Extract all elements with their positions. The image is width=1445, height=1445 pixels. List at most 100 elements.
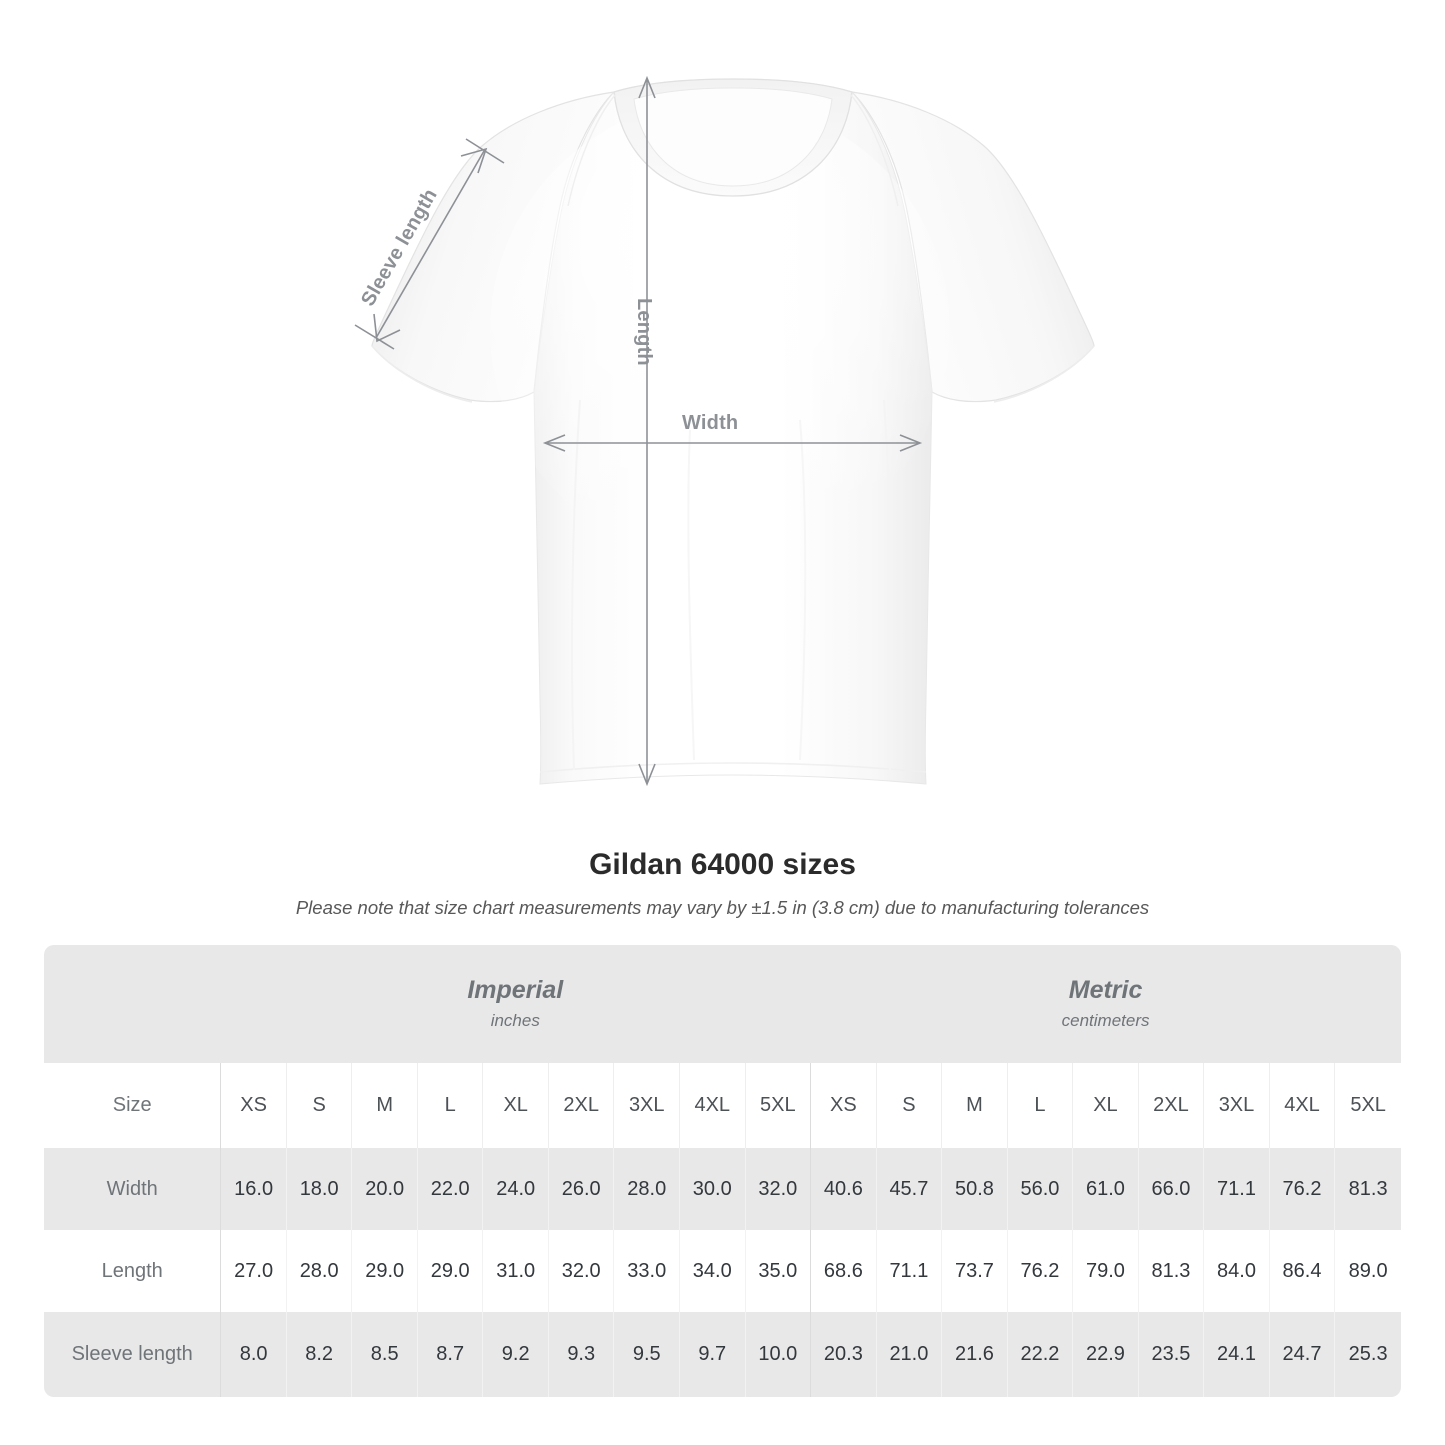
- tshirt-shape: [371, 78, 1095, 785]
- cell-width-metric-3xl: 71.1: [1203, 1148, 1269, 1230]
- cell-length-metric-xl: 79.0: [1072, 1230, 1138, 1312]
- cell-width-imperial-2xl: 26.0: [547, 1148, 614, 1230]
- cell-sleeve-metric-xs: 20.3: [810, 1312, 876, 1397]
- cell-length-metric-m: 73.7: [941, 1230, 1007, 1312]
- unit-system-unit: centimeters: [1061, 1010, 1150, 1030]
- tshirt-diagram: Width Length Sleeve length: [354, 75, 1095, 787]
- cell-sleeve-imperial-xl: 9.2: [482, 1312, 548, 1397]
- unit-system-row: Imperial inches Metric centimeters: [44, 945, 1401, 1063]
- cell-sleeve-metric-s: 21.0: [875, 1312, 942, 1397]
- size-col-imperial-m: M: [351, 1063, 417, 1148]
- cell-length-imperial-xs: 27.0: [220, 1230, 286, 1312]
- cell-sleeve-imperial-xs: 8.0: [220, 1312, 286, 1397]
- width-arrow: [542, 434, 923, 452]
- size-col-metric-xs: XS: [810, 1063, 876, 1148]
- size-col-metric-4xl: 4XL: [1268, 1063, 1335, 1148]
- cell-sleeve-imperial-l: 8.7: [416, 1312, 483, 1397]
- table-row-length: Length 27.0 28.0 29.0 29.0 31.0 32.0 33.…: [44, 1230, 1401, 1312]
- cell-width-metric-xs: 40.6: [810, 1148, 876, 1230]
- cell-width-imperial-xs: 16.0: [220, 1148, 286, 1230]
- cell-length-imperial-2xl: 32.0: [547, 1230, 614, 1312]
- cell-width-metric-xl: 61.0: [1072, 1148, 1138, 1230]
- size-col-metric-3xl: 3XL: [1203, 1063, 1269, 1148]
- size-col-imperial-5xl: 5XL: [744, 1063, 811, 1148]
- cell-width-imperial-xl: 24.0: [482, 1148, 548, 1230]
- cell-sleeve-metric-5xl: 25.3: [1334, 1312, 1401, 1397]
- cell-sleeve-metric-3xl: 24.1: [1203, 1312, 1269, 1397]
- size-col-metric-2xl: 2XL: [1137, 1063, 1204, 1148]
- size-header-label: Size: [44, 1063, 221, 1148]
- measurement-label: Length: [44, 1230, 221, 1312]
- cell-length-metric-xs: 68.6: [810, 1230, 876, 1312]
- measurement-label: Width: [44, 1148, 221, 1230]
- unit-system-metric: Metric centimeters: [810, 945, 1401, 1063]
- cell-width-metric-l: 56.0: [1006, 1148, 1073, 1230]
- cell-width-imperial-4xl: 30.0: [679, 1148, 745, 1230]
- cell-length-imperial-s: 28.0: [285, 1230, 352, 1312]
- cell-width-metric-4xl: 76.2: [1268, 1148, 1335, 1230]
- cell-length-imperial-l: 29.0: [416, 1230, 483, 1312]
- cell-width-imperial-l: 22.0: [416, 1148, 483, 1230]
- cell-sleeve-metric-m: 21.6: [941, 1312, 1007, 1397]
- cell-width-imperial-5xl: 32.0: [744, 1148, 811, 1230]
- cell-length-metric-3xl: 84.0: [1203, 1230, 1269, 1312]
- cell-length-metric-l: 76.2: [1006, 1230, 1073, 1312]
- cell-width-metric-s: 45.7: [875, 1148, 942, 1230]
- size-col-metric-m: M: [941, 1063, 1007, 1148]
- page-title: Gildan 64000 sizes: [589, 848, 856, 881]
- cell-sleeve-metric-2xl: 23.5: [1137, 1312, 1204, 1397]
- cell-length-metric-s: 71.1: [875, 1230, 942, 1312]
- cell-length-imperial-5xl: 35.0: [744, 1230, 811, 1312]
- cell-length-imperial-3xl: 33.0: [613, 1230, 679, 1312]
- cell-length-imperial-xl: 31.0: [482, 1230, 548, 1312]
- size-col-imperial-xl: XL: [482, 1063, 548, 1148]
- table-row-sleeve-length: Sleeve length 8.0 8.2 8.5 8.7 9.2 9.3 9.…: [44, 1312, 1401, 1397]
- cell-length-metric-2xl: 81.3: [1137, 1230, 1204, 1312]
- cell-length-metric-4xl: 86.4: [1268, 1230, 1335, 1312]
- cell-width-imperial-s: 18.0: [285, 1148, 352, 1230]
- cell-sleeve-metric-l: 22.2: [1006, 1312, 1073, 1397]
- unit-system-name: Metric: [1068, 976, 1143, 1005]
- size-col-metric-s: S: [875, 1063, 942, 1148]
- length-arrow: [638, 75, 656, 787]
- size-col-metric-xl: XL: [1072, 1063, 1138, 1148]
- unit-band-spacer: [44, 945, 221, 1063]
- size-col-imperial-3xl: 3XL: [613, 1063, 679, 1148]
- unit-system-name: Imperial: [467, 976, 564, 1005]
- sleeve-length-arrow: [354, 138, 505, 350]
- unit-system-imperial: Imperial inches: [220, 945, 811, 1063]
- size-col-imperial-xs: XS: [220, 1063, 286, 1148]
- size-col-metric-l: L: [1006, 1063, 1073, 1148]
- cell-width-imperial-m: 20.0: [351, 1148, 417, 1230]
- size-col-imperial-s: S: [285, 1063, 352, 1148]
- cell-sleeve-imperial-5xl: 10.0: [744, 1312, 811, 1397]
- cell-sleeve-imperial-3xl: 9.5: [613, 1312, 679, 1397]
- cell-length-metric-5xl: 89.0: [1334, 1230, 1401, 1312]
- length-annotation-label: Length: [633, 298, 655, 366]
- cell-width-metric-5xl: 81.3: [1334, 1148, 1401, 1230]
- size-col-imperial-2xl: 2XL: [547, 1063, 614, 1148]
- measurement-label: Sleeve length: [44, 1312, 221, 1397]
- size-col-imperial-l: L: [416, 1063, 483, 1148]
- tshirt-illustration: [354, 75, 1095, 787]
- size-col-metric-5xl: 5XL: [1334, 1063, 1401, 1148]
- cell-sleeve-imperial-m: 8.5: [351, 1312, 417, 1397]
- cell-width-imperial-3xl: 28.0: [613, 1148, 679, 1230]
- unit-system-unit: inches: [490, 1010, 540, 1030]
- cell-sleeve-imperial-2xl: 9.3: [547, 1312, 614, 1397]
- cell-sleeve-metric-xl: 22.9: [1072, 1312, 1138, 1397]
- size-chart-table: Imperial inches Metric centimeters Size …: [44, 945, 1401, 1397]
- size-col-imperial-4xl: 4XL: [679, 1063, 745, 1148]
- cell-length-imperial-4xl: 34.0: [679, 1230, 745, 1312]
- cell-width-metric-m: 50.8: [941, 1148, 1007, 1230]
- table-row-width: Width 16.0 18.0 20.0 22.0 24.0 26.0 28.0…: [44, 1148, 1401, 1230]
- cell-sleeve-metric-4xl: 24.7: [1268, 1312, 1335, 1397]
- size-header-row: Size XS S M L XL 2XL 3XL 4XL 5XL XS S M …: [44, 1063, 1401, 1148]
- cell-sleeve-imperial-4xl: 9.7: [679, 1312, 745, 1397]
- measurement-annotations: [354, 75, 923, 787]
- cell-width-metric-2xl: 66.0: [1137, 1148, 1204, 1230]
- cell-length-imperial-m: 29.0: [351, 1230, 417, 1312]
- cell-sleeve-imperial-s: 8.2: [285, 1312, 352, 1397]
- tolerance-note: Please note that size chart measurements…: [295, 897, 1150, 918]
